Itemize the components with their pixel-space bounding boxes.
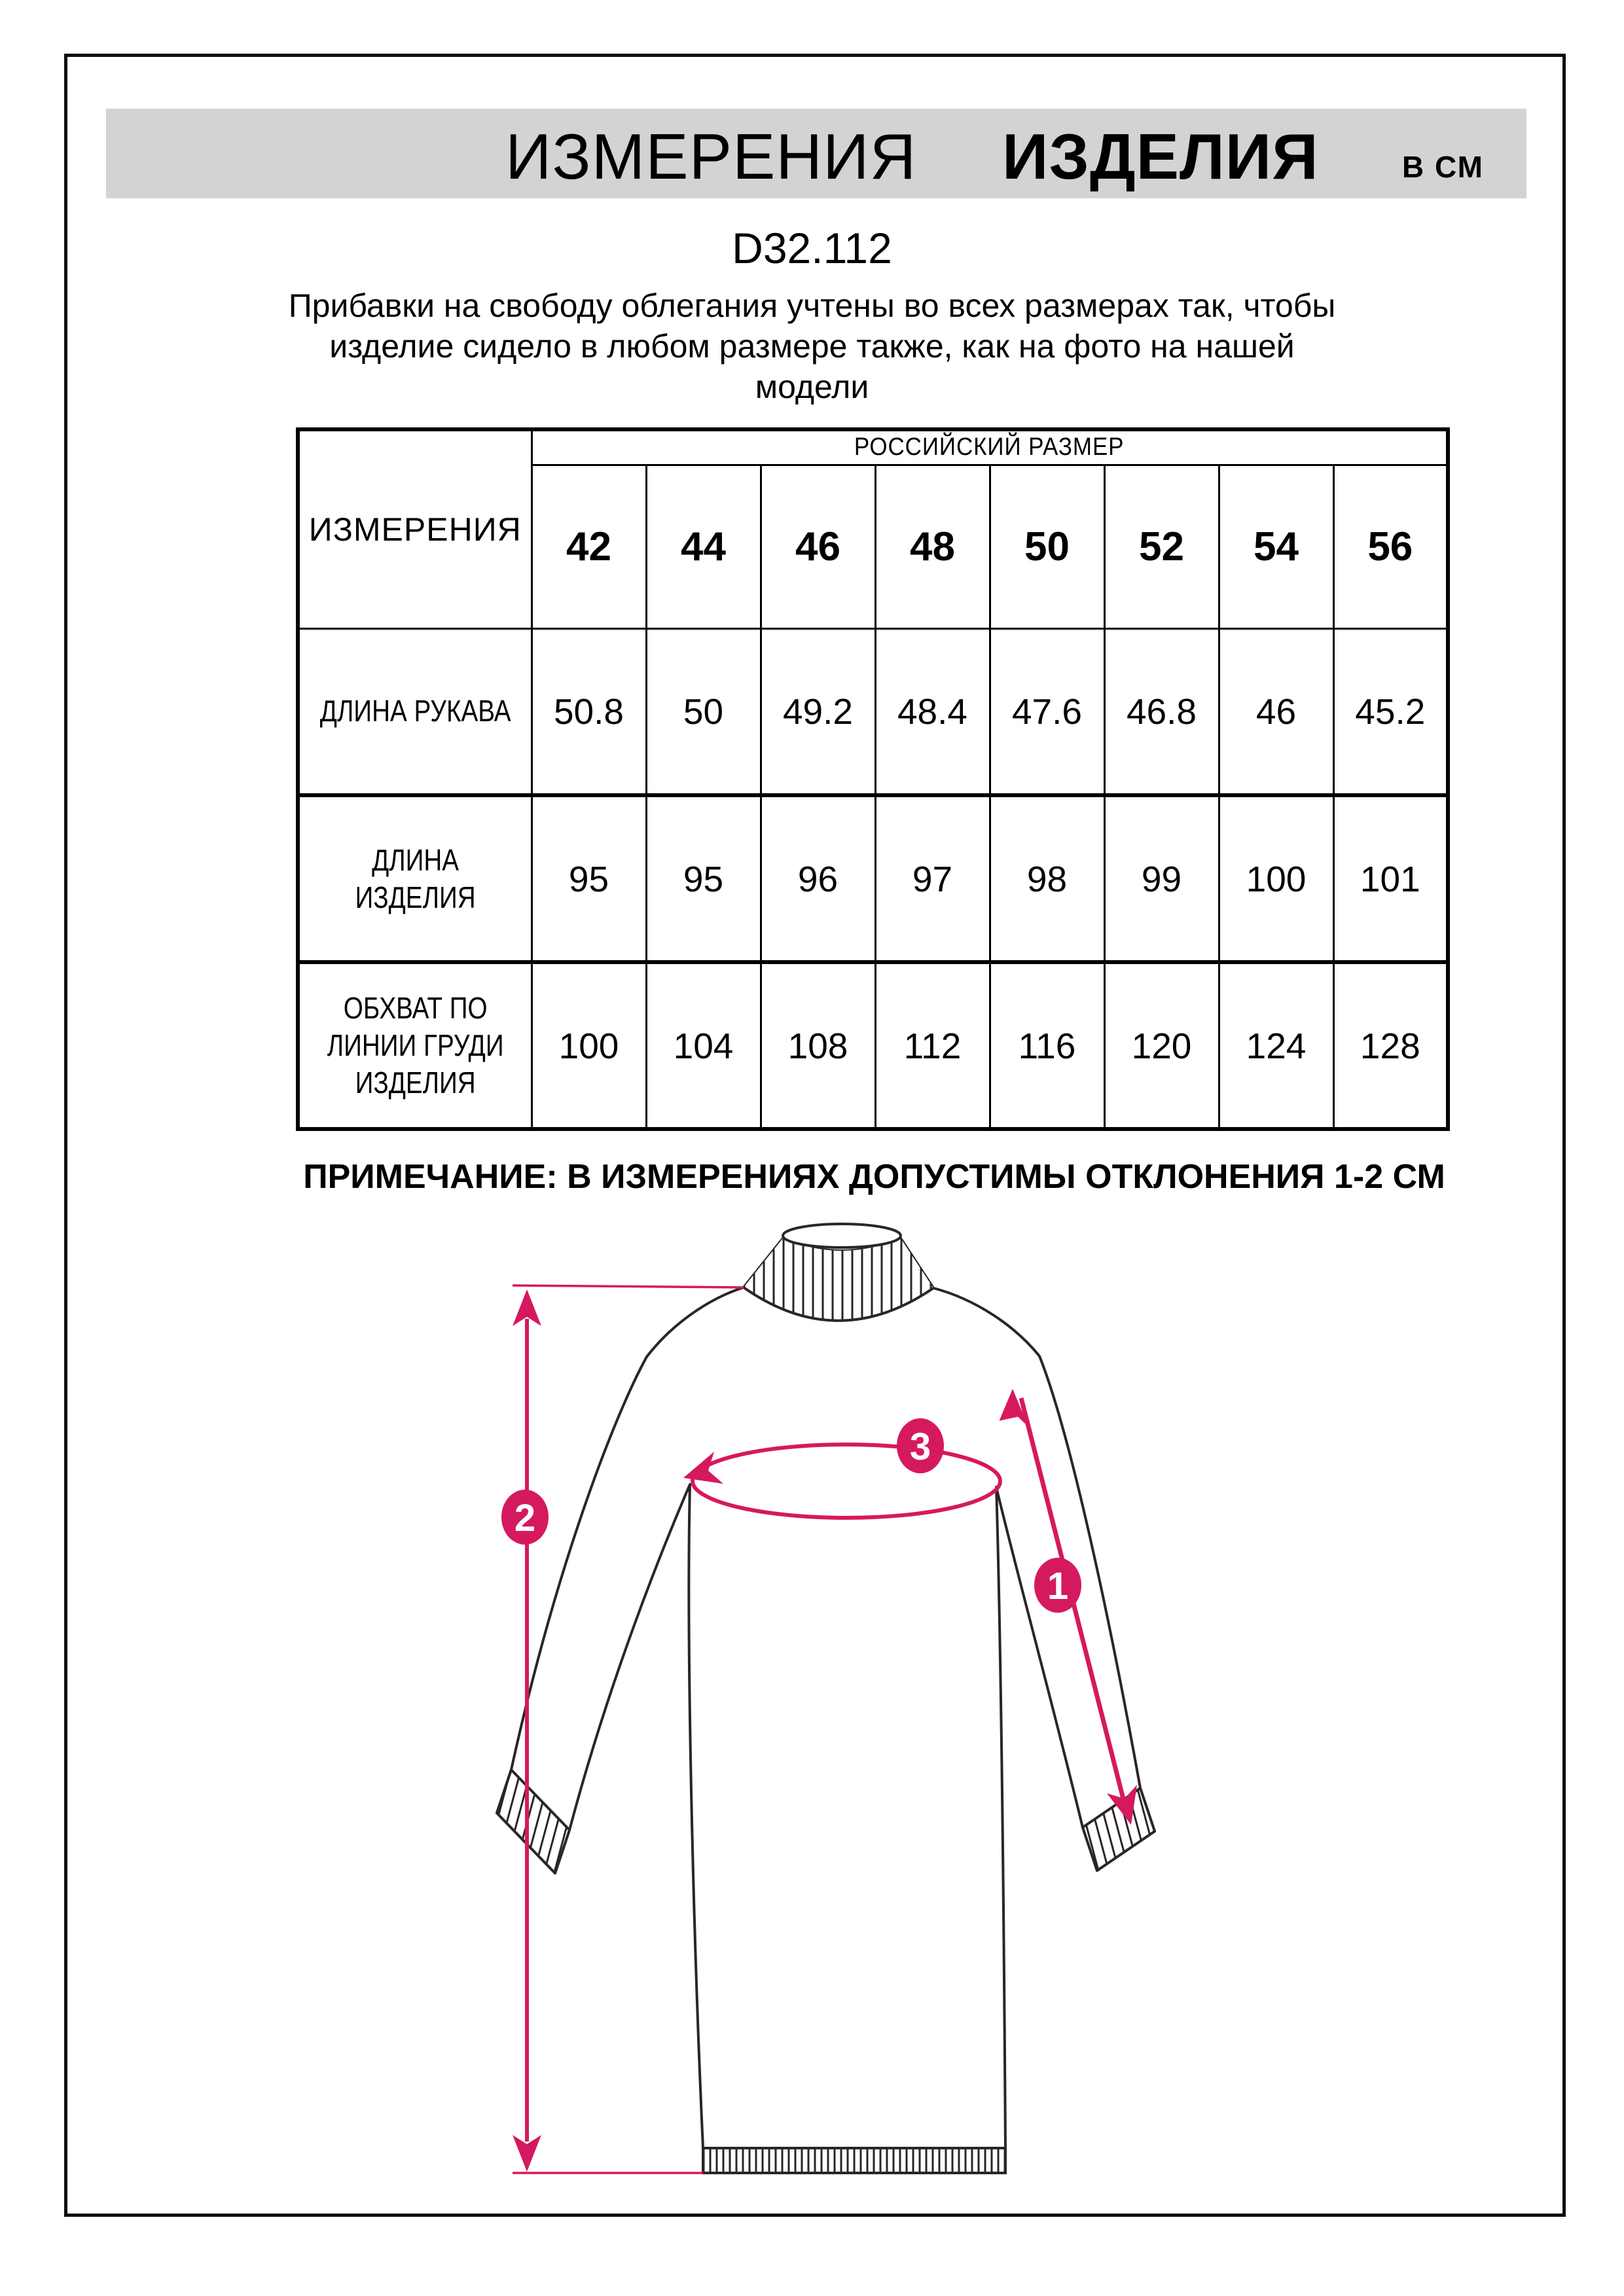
size-group-header-cell: РОССИЙСКИЙ РАЗМЕР xyxy=(530,428,1449,466)
page-title-word2: ИЗДЕЛИЯ xyxy=(1002,120,1319,192)
diagram-badge-2 xyxy=(501,1490,549,1545)
measurement-value: 98 xyxy=(988,794,1106,964)
table-header-row: ИЗМЕРЕНИЯ РОССИЙСКИЙ РАЗМЕР xyxy=(297,428,1449,630)
measurement-value: 95 xyxy=(645,794,762,964)
diagram-badges: 2 3 1 xyxy=(501,1418,1081,1613)
size-group-header-text: РОССИЙСКИЙ РАЗМЕР xyxy=(854,433,1125,461)
row-number-1: 1 xyxy=(212,682,240,738)
cuff-left xyxy=(496,1768,571,1874)
measurement-value: 99 xyxy=(1103,794,1220,964)
collar-ribbing xyxy=(744,1238,933,1321)
dress-outline xyxy=(496,1237,1156,2174)
measurement-value: 50 xyxy=(645,627,762,797)
measurement-value: 124 xyxy=(1218,961,1335,1131)
ref-line-top xyxy=(512,1284,744,1289)
measurement-value: 96 xyxy=(759,794,876,964)
fit-description-line: модели xyxy=(755,368,869,405)
size-column-header: 48 xyxy=(874,463,991,630)
row-number-2: 2 xyxy=(212,849,240,905)
measurement-value: 97 xyxy=(874,794,991,964)
size-column-header: 42 xyxy=(530,463,647,630)
collar-opening xyxy=(782,1223,902,1249)
measurement-value: 100 xyxy=(530,961,647,1131)
hem-ribbing xyxy=(702,2147,1007,2174)
row-number-badge-1: 1 xyxy=(189,670,263,751)
size-column-header: 52 xyxy=(1103,463,1220,630)
size-column-header: 56 xyxy=(1332,463,1449,630)
collar-bottom-edge xyxy=(742,1286,935,1322)
row-number-badge-2: 2 xyxy=(189,836,263,918)
product-code: D32.112 xyxy=(732,224,892,272)
diagram-badge-3 xyxy=(897,1418,944,1473)
measurement-value: 104 xyxy=(645,961,762,1131)
row-number-badge-3: 3 xyxy=(189,1003,263,1085)
cuff-right xyxy=(1081,1787,1156,1872)
measurement-label-cell: ДЛИНА ИЗДЕЛИЯ xyxy=(297,794,533,964)
measurement-label-cell: ОБХВАТ ПО ЛИНИИ ГРУДИ ИЗДЕЛИЯ xyxy=(297,961,533,1131)
diagram-badge-1-label: 1 xyxy=(1047,1565,1068,1607)
measurement-label-cell: ДЛИНА РУКАВА xyxy=(297,627,533,797)
size-column-header: 54 xyxy=(1218,463,1335,630)
measurement-label: ДЛИНА ИЗДЕЛИЯ xyxy=(355,842,476,914)
size-table: ИЗМЕРЕНИЯ РОССИЙСКИЙ РАЗМЕР 42 44 46 48 50 52… xyxy=(296,427,1451,1131)
measurement-value: 128 xyxy=(1332,961,1449,1131)
measurement-value: 46.8 xyxy=(1103,627,1220,797)
measure-header-cell: ИЗМЕРЕНИЯ xyxy=(297,428,533,630)
diagram-badge-2-label: 2 xyxy=(514,1497,535,1539)
tolerance-note: ПРИМЕЧАНИЕ: В ИЗМЕРЕНИЯХ ДОПУСТИМЫ ОТКЛО… xyxy=(303,1158,1445,1196)
measurement-value: 100 xyxy=(1218,794,1335,964)
measurement-value: 49.2 xyxy=(759,627,876,797)
page-title-word1: ИЗМЕРЕНИЯ xyxy=(505,120,917,192)
measurement-value: 101 xyxy=(1332,794,1449,964)
measurement-value: 50.8 xyxy=(530,627,647,797)
measurement-value: 108 xyxy=(759,961,876,1131)
size-column-header: 44 xyxy=(645,463,762,630)
fit-description-line: Прибавки на свободу облегания учтены во … xyxy=(288,287,1336,324)
measurement-row: ОБХВАТ ПО ЛИНИИ ГРУДИ ИЗДЕЛИЯ 100 104 108 11… xyxy=(297,961,1449,1131)
measurement-value: 95 xyxy=(530,794,647,964)
page-title-unit: В СМ xyxy=(1402,150,1484,184)
fit-description: Прибавки на свободу облегания учтены во … xyxy=(0,285,1624,407)
measurement-value: 46 xyxy=(1218,627,1335,797)
measurement-row: ДЛИНА РУКАВА 50.8 50 49.2 48.4 47.6 46.8 46 45.2 xyxy=(297,627,1449,797)
size-header-row: 42 44 46 48 50 52 54 56 xyxy=(298,463,1449,630)
size-column-header: 50 xyxy=(988,463,1106,630)
size-column-header: 46 xyxy=(759,463,876,630)
measurement-value: 112 xyxy=(874,961,991,1131)
chest-girth-ellipse xyxy=(691,1443,1002,1520)
measurement-value: 48.4 xyxy=(874,627,991,797)
measurement-row: ДЛИНА ИЗДЕЛИЯ 95 95 96 97 98 99 100 101 xyxy=(297,794,1449,964)
diagram-badge-3-label: 3 xyxy=(910,1426,931,1468)
measurement-value: 116 xyxy=(988,961,1106,1131)
measurement-value: 120 xyxy=(1103,961,1220,1131)
sleeve-arrow xyxy=(1019,1397,1130,1815)
measurement-value: 45.2 xyxy=(1332,627,1449,797)
measurement-value: 47.6 xyxy=(988,627,1106,797)
title-banner: ИЗМЕРЕНИЯ ИЗДЕЛИЯ В СМ xyxy=(106,109,1526,198)
fit-description-line: изделие сидело в любом размере также, ка… xyxy=(329,328,1295,365)
measurement-label: ДЛИНА РУКАВА xyxy=(319,694,511,728)
measurement-label: ОБХВАТ ПО ЛИНИИ ГРУДИ ИЗДЕЛИЯ xyxy=(327,991,504,1100)
diagram-badge-1 xyxy=(1034,1558,1081,1613)
measurement-marks xyxy=(512,1284,1137,2174)
page-border xyxy=(64,54,1566,2217)
garment-measurement-diagram: 2 3 1 xyxy=(496,1223,1156,2174)
row-number-3: 3 xyxy=(212,1016,240,1072)
